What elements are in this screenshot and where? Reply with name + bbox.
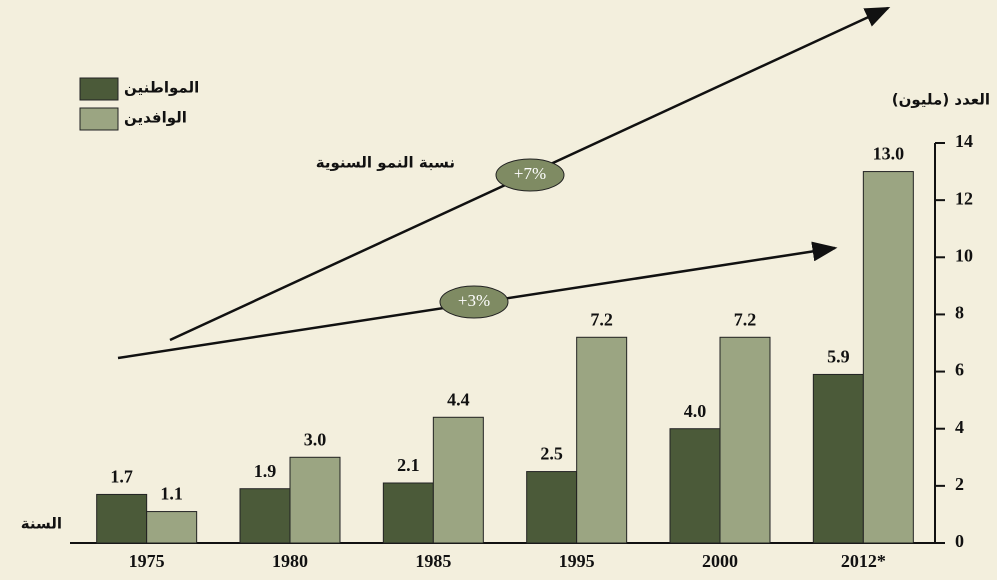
bar [146, 511, 198, 544]
x-tick-label: 1995 [559, 551, 595, 571]
value-label: 4.0 [684, 401, 707, 421]
bar [576, 336, 628, 544]
x-tick-label: 1985 [415, 551, 451, 571]
value-label: 7.2 [590, 309, 613, 329]
bar [669, 428, 721, 544]
value-label: 1.1 [160, 484, 183, 504]
y-tick-label: 2 [955, 474, 964, 494]
value-label: 1.9 [254, 461, 277, 481]
y-tick-label: 0 [955, 531, 964, 551]
bar [96, 493, 148, 544]
y-tick-label: 14 [955, 131, 973, 151]
badge [439, 285, 509, 319]
value-label: 2.5 [540, 444, 563, 464]
y-tick-label: 8 [955, 303, 964, 323]
bar [812, 373, 864, 544]
y-tick-label: 4 [955, 417, 964, 437]
y-tick-label: 10 [955, 245, 973, 265]
value-label: 1.7 [110, 467, 133, 487]
annotation: نسبة النمو السنوية [316, 154, 455, 172]
x-tick-label: 2012* [841, 551, 886, 571]
bar [432, 416, 484, 544]
annotation: +7% [514, 164, 546, 183]
value-label: 7.2 [734, 309, 757, 329]
legend-label: المواطنين [124, 79, 199, 97]
legend-swatch [79, 107, 119, 131]
bar [862, 171, 914, 544]
bar [289, 456, 341, 544]
value-label: 3.0 [304, 429, 327, 449]
x-axis-label: السنة [21, 515, 62, 533]
y-axis-label: العدد (مليون) [892, 91, 990, 109]
bar [526, 471, 578, 544]
bar [239, 488, 291, 544]
value-label: 13.0 [873, 144, 905, 164]
legend-label: الوافدين [124, 109, 187, 127]
y-tick-label: 6 [955, 360, 964, 380]
legend-swatch [79, 77, 119, 101]
y-tick-label: 12 [955, 188, 973, 208]
bar [382, 482, 434, 544]
x-tick-label: 1975 [129, 551, 165, 571]
annotation: +3% [458, 291, 490, 310]
value-label: 2.1 [397, 455, 420, 475]
badge [495, 158, 565, 192]
value-label: 4.4 [447, 389, 470, 409]
value-label: 5.9 [827, 347, 850, 367]
bar [719, 336, 771, 544]
x-tick-label: 1980 [272, 551, 308, 571]
x-tick-label: 2000 [702, 551, 738, 571]
